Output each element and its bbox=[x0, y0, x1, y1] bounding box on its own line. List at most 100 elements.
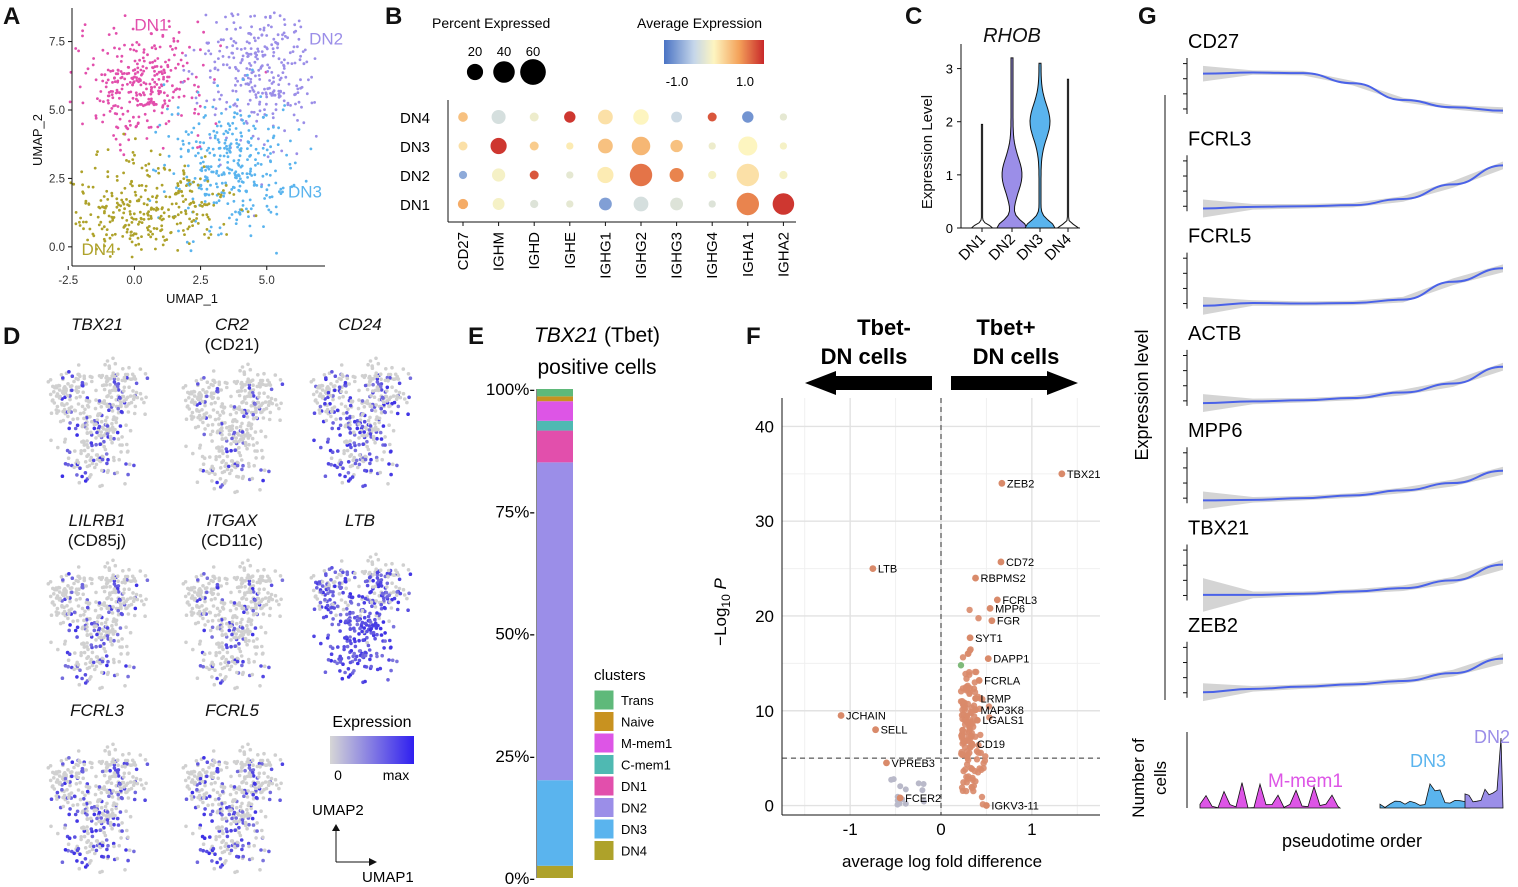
umap-point bbox=[261, 174, 265, 178]
feature-cell bbox=[107, 752, 112, 756]
umap-point bbox=[209, 52, 213, 56]
feature-cell bbox=[311, 588, 316, 593]
feature-cell bbox=[243, 395, 247, 399]
umap-point bbox=[108, 220, 112, 224]
feature-cell bbox=[233, 828, 237, 832]
umap-point bbox=[164, 60, 167, 64]
umap-point bbox=[129, 234, 133, 237]
feature-cell bbox=[78, 797, 83, 802]
feature-cell bbox=[375, 654, 379, 659]
size-legend-dot bbox=[493, 61, 515, 83]
feature-cell bbox=[341, 466, 345, 471]
feature-cell bbox=[251, 590, 256, 594]
violin-dn4 bbox=[1055, 78, 1081, 229]
feature-cell bbox=[113, 747, 118, 752]
umap-point bbox=[237, 69, 240, 73]
feature-cell bbox=[85, 403, 90, 408]
feature-cell bbox=[311, 378, 316, 382]
feature-cell bbox=[242, 752, 247, 756]
feature-cell bbox=[371, 633, 376, 638]
umap-point bbox=[140, 248, 143, 251]
umap-y-tick-label: 2.5 bbox=[49, 173, 65, 185]
feature-cell bbox=[335, 661, 340, 666]
feature-cell bbox=[73, 812, 78, 817]
bar-segment-dn1 bbox=[537, 430, 573, 463]
umap-point bbox=[297, 100, 301, 104]
umap-point bbox=[222, 172, 226, 176]
feature-cell bbox=[120, 435, 124, 439]
feature-cell bbox=[106, 457, 110, 462]
umap-point bbox=[249, 80, 253, 84]
feature-cell bbox=[63, 848, 68, 852]
feature-cell bbox=[396, 377, 401, 381]
umap-point bbox=[265, 95, 269, 99]
feature-cell bbox=[89, 455, 93, 460]
volcano-y-label: −Log10 P bbox=[711, 577, 733, 645]
feature-cell bbox=[76, 460, 81, 465]
volcano-x-tick-label: 1 bbox=[1027, 820, 1036, 839]
umap-label-dn2: DN2 bbox=[309, 29, 343, 48]
feature-cell bbox=[338, 416, 343, 421]
feature-cell bbox=[103, 564, 107, 569]
feature-cell bbox=[139, 783, 144, 787]
umap-point bbox=[253, 84, 257, 88]
feature-cell bbox=[60, 474, 65, 479]
volcano-x-tick-label: -1 bbox=[843, 820, 858, 839]
umap-point bbox=[204, 178, 208, 182]
umap-point bbox=[156, 57, 160, 60]
feature-cell bbox=[357, 618, 361, 622]
umap-point bbox=[292, 113, 296, 117]
feature-cell bbox=[97, 601, 102, 605]
umap-point bbox=[244, 120, 248, 123]
feature-cell bbox=[115, 758, 120, 762]
feature-cell bbox=[119, 605, 123, 609]
feature-cell bbox=[246, 605, 250, 609]
umap-point bbox=[265, 204, 269, 208]
feature-cell bbox=[105, 663, 109, 668]
umap-point bbox=[213, 136, 217, 140]
feature-cell bbox=[268, 383, 273, 387]
umap-point bbox=[208, 76, 212, 79]
feature-cell bbox=[81, 776, 85, 781]
umap-point bbox=[280, 61, 283, 64]
feature-cell bbox=[225, 381, 229, 386]
feature-cell bbox=[94, 655, 99, 659]
feature-cell bbox=[225, 847, 230, 852]
feature-cell bbox=[234, 816, 238, 820]
feature-cell bbox=[114, 420, 118, 425]
pseudotime-gene-label: ACTB bbox=[1188, 323, 1241, 345]
feature-cell bbox=[93, 406, 98, 411]
feature-cell bbox=[95, 418, 100, 422]
feature-cell bbox=[325, 603, 330, 608]
umap-point bbox=[215, 21, 218, 24]
feature-cell bbox=[201, 616, 205, 621]
umap-point bbox=[152, 207, 156, 211]
feature-cell bbox=[110, 440, 114, 445]
feature-cell bbox=[224, 632, 228, 637]
feature-cell bbox=[232, 635, 236, 640]
feature-cell bbox=[127, 567, 131, 572]
umap-point bbox=[234, 41, 238, 45]
umap-point bbox=[283, 23, 287, 26]
volcano-point bbox=[967, 735, 974, 742]
feature-cell bbox=[279, 401, 283, 406]
feature-cell bbox=[211, 846, 216, 851]
umap-point bbox=[207, 49, 211, 53]
feature-cell bbox=[262, 664, 267, 669]
feature-cell bbox=[227, 628, 232, 633]
dotplot-dot bbox=[708, 200, 716, 208]
bar-segment-naive bbox=[537, 396, 573, 402]
feature-cell bbox=[323, 597, 327, 602]
feature-cell bbox=[257, 785, 261, 789]
feature-cell bbox=[390, 581, 394, 585]
feature-cell bbox=[235, 602, 240, 607]
feature-cell bbox=[200, 408, 204, 412]
umap-point bbox=[268, 79, 271, 82]
feature-cell bbox=[274, 783, 279, 787]
feature-cell bbox=[371, 630, 376, 635]
feature-cell bbox=[89, 841, 93, 846]
umap-point bbox=[156, 167, 160, 170]
feature-plot-alias: (CD21) bbox=[205, 335, 260, 354]
feature-cell bbox=[389, 645, 393, 650]
feature-cell bbox=[220, 809, 224, 813]
